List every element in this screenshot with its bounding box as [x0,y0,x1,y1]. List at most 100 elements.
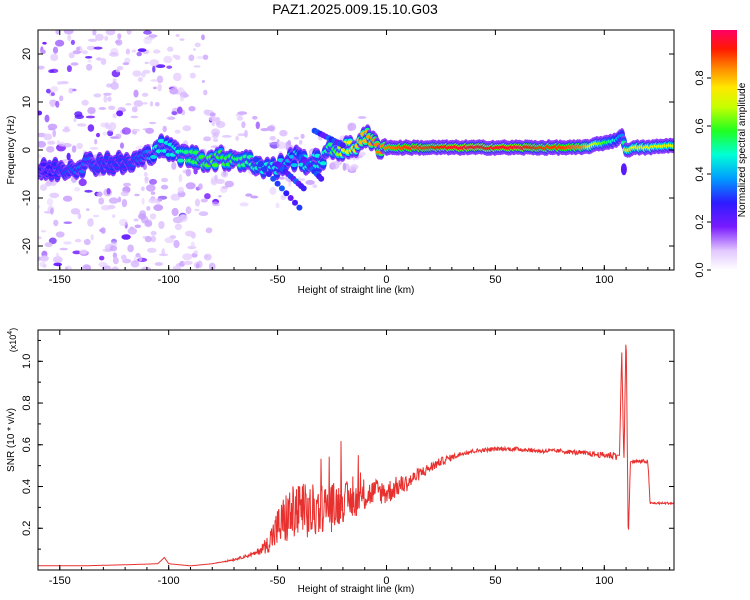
spectrogram-noise-blob [194,208,200,212]
spectrogram-noise-blob [116,110,124,117]
spectrogram-noise-blob [293,136,299,140]
spectrogram-noise-blob [178,174,183,183]
spectrogram-noise-blob [149,213,157,220]
spectrogram-y-label: Frequency (Hz) [6,116,17,185]
spectrogram-noise-blob [127,244,134,253]
spectrogram-noise-blob [237,111,248,115]
spectrogram-noise-blob [44,114,50,123]
spectrogram-noise-blob [144,177,149,184]
spectrogram-noise-blob [241,121,246,129]
spectrogram-noise-blob [185,206,192,215]
spectrogram-noise-blob [141,197,145,205]
spectrogram-noise-blob [108,197,119,204]
spectrogram-noise-blob [142,102,148,105]
spectrogram-noise-blob [52,129,56,138]
spectrogram-noise-blob [193,250,199,255]
spectrogram-noise-blob [143,172,148,177]
spectrogram-noise-blob [48,237,57,245]
spectrogram-noise-blob [67,34,72,42]
spectrogram-noise-blob [171,207,179,217]
spectrogram-noise-blob [120,254,127,260]
spectrogram-noise-blob [221,135,232,138]
spectrogram-noise-blob [255,121,260,130]
spectrogram-noise-blob [149,101,154,107]
spectrogram-noise-blob [43,133,53,141]
spectrogram-noise-blob [172,216,183,224]
spectrogram-noise-blob [203,89,208,96]
spectrogram-noise-blob [158,221,165,229]
snr-series-line [38,344,674,567]
spectrogram-noise-blob [149,59,160,67]
spectrogram-noise-blob [132,70,142,77]
spectrogram-noise-blob [342,162,347,171]
spectrogram-noise-blob [59,95,64,102]
spectrogram-ridge-cell [319,161,327,166]
colorbar-gradient [711,30,737,270]
spectrogram-noise-blob [125,103,132,106]
spectrogram-noise-blob [173,239,180,249]
spectrogram-ridge-cell [198,154,206,159]
spectrogram-streaks [252,127,627,211]
spectrogram-noise-blob [152,65,156,73]
spectrogram-noise-blob [85,115,96,119]
spectrogram-noise-blob [143,30,152,35]
spectrogram-noise-blob [169,87,179,95]
spectrogram-y-ticks: 20 10 0 -10 -20 [21,48,674,254]
spectrogram-noise-blob [46,88,51,94]
spectrogram-noise-blob [171,111,178,116]
spectrogram-noise-blob [134,193,140,197]
spectrogram-noise-blob [63,221,72,224]
spectrogram-noise-blob [166,116,174,120]
spectrogram-noise-blob [298,139,303,145]
spectrogram-noise-blob [50,85,59,93]
spectrogram-noise-blob [148,34,158,38]
snr-x-tick-label: -50 [270,575,286,587]
spectrogram-noise-blob [121,234,131,240]
spectrogram-noise-blob [76,142,83,150]
spectrogram-noise-blob [81,50,88,55]
spectrogram-noise-blob [134,224,142,229]
spectrogram-noise-blob [268,142,278,145]
spectrogram-streak-cell [270,175,277,182]
spectrogram-noise-blob [93,46,103,50]
spectrogram-noise-blob [96,132,100,138]
spectrogram-noise-blob [87,107,96,115]
spectrogram-noise-blob [42,264,47,268]
spectrogram-noise-blob [90,234,94,241]
spectrogram-noise-blob [85,56,93,59]
spectrogram-streak-cell [318,175,325,182]
spectrogram-noise-blob [208,116,218,122]
spectrogram-noise-blob [72,50,82,55]
spectrogram-noise-blob [98,107,107,110]
spectrogram-noise-blob [74,187,81,192]
spectrogram-noise-blob [96,57,102,61]
spectrogram-noise-blob [250,195,259,199]
spectrogram-noise-blob [220,171,229,178]
spectrogram-noise-blob [56,81,63,85]
spectrogram-noise-blob [55,231,65,238]
spectrogram-streak-cell [300,185,307,192]
spectrogram-noise-blob [300,178,306,181]
spectrogram-noise-blob [167,46,174,52]
spectrogram-noise-blob [87,218,94,227]
spectrogram-x-ticks: -150 -100 -50 0 50 100 [37,30,671,286]
spectrogram-noise-blob [105,30,116,36]
spectrogram-noise-blob [50,207,54,215]
spectrogram-noise-blob [53,256,63,264]
spectrogram-noise-blob [117,33,122,40]
spectrogram-noise-blob [55,100,60,108]
spectrogram-noise-blob [141,266,151,270]
spectrogram-noise-blob [112,256,119,265]
spectrogram-noise-blob [137,257,148,262]
spectrogram-noise-blob [193,65,201,68]
spectrogram-noise-blob [163,55,173,64]
spectrogram-noise-blob [131,106,138,113]
snr-y-tick-label: 0.6 [21,437,33,452]
spectrogram-noise-blob [81,99,89,106]
spectrogram-noise-blob [154,101,160,107]
spectrogram-noise-blob [185,230,195,237]
spectrogram-noise-blob [179,95,185,102]
spectrogram-streak-cell [339,142,346,149]
spectrogram-noise-blob [138,213,147,220]
snr-y-tick-label: 0.2 [21,521,33,536]
